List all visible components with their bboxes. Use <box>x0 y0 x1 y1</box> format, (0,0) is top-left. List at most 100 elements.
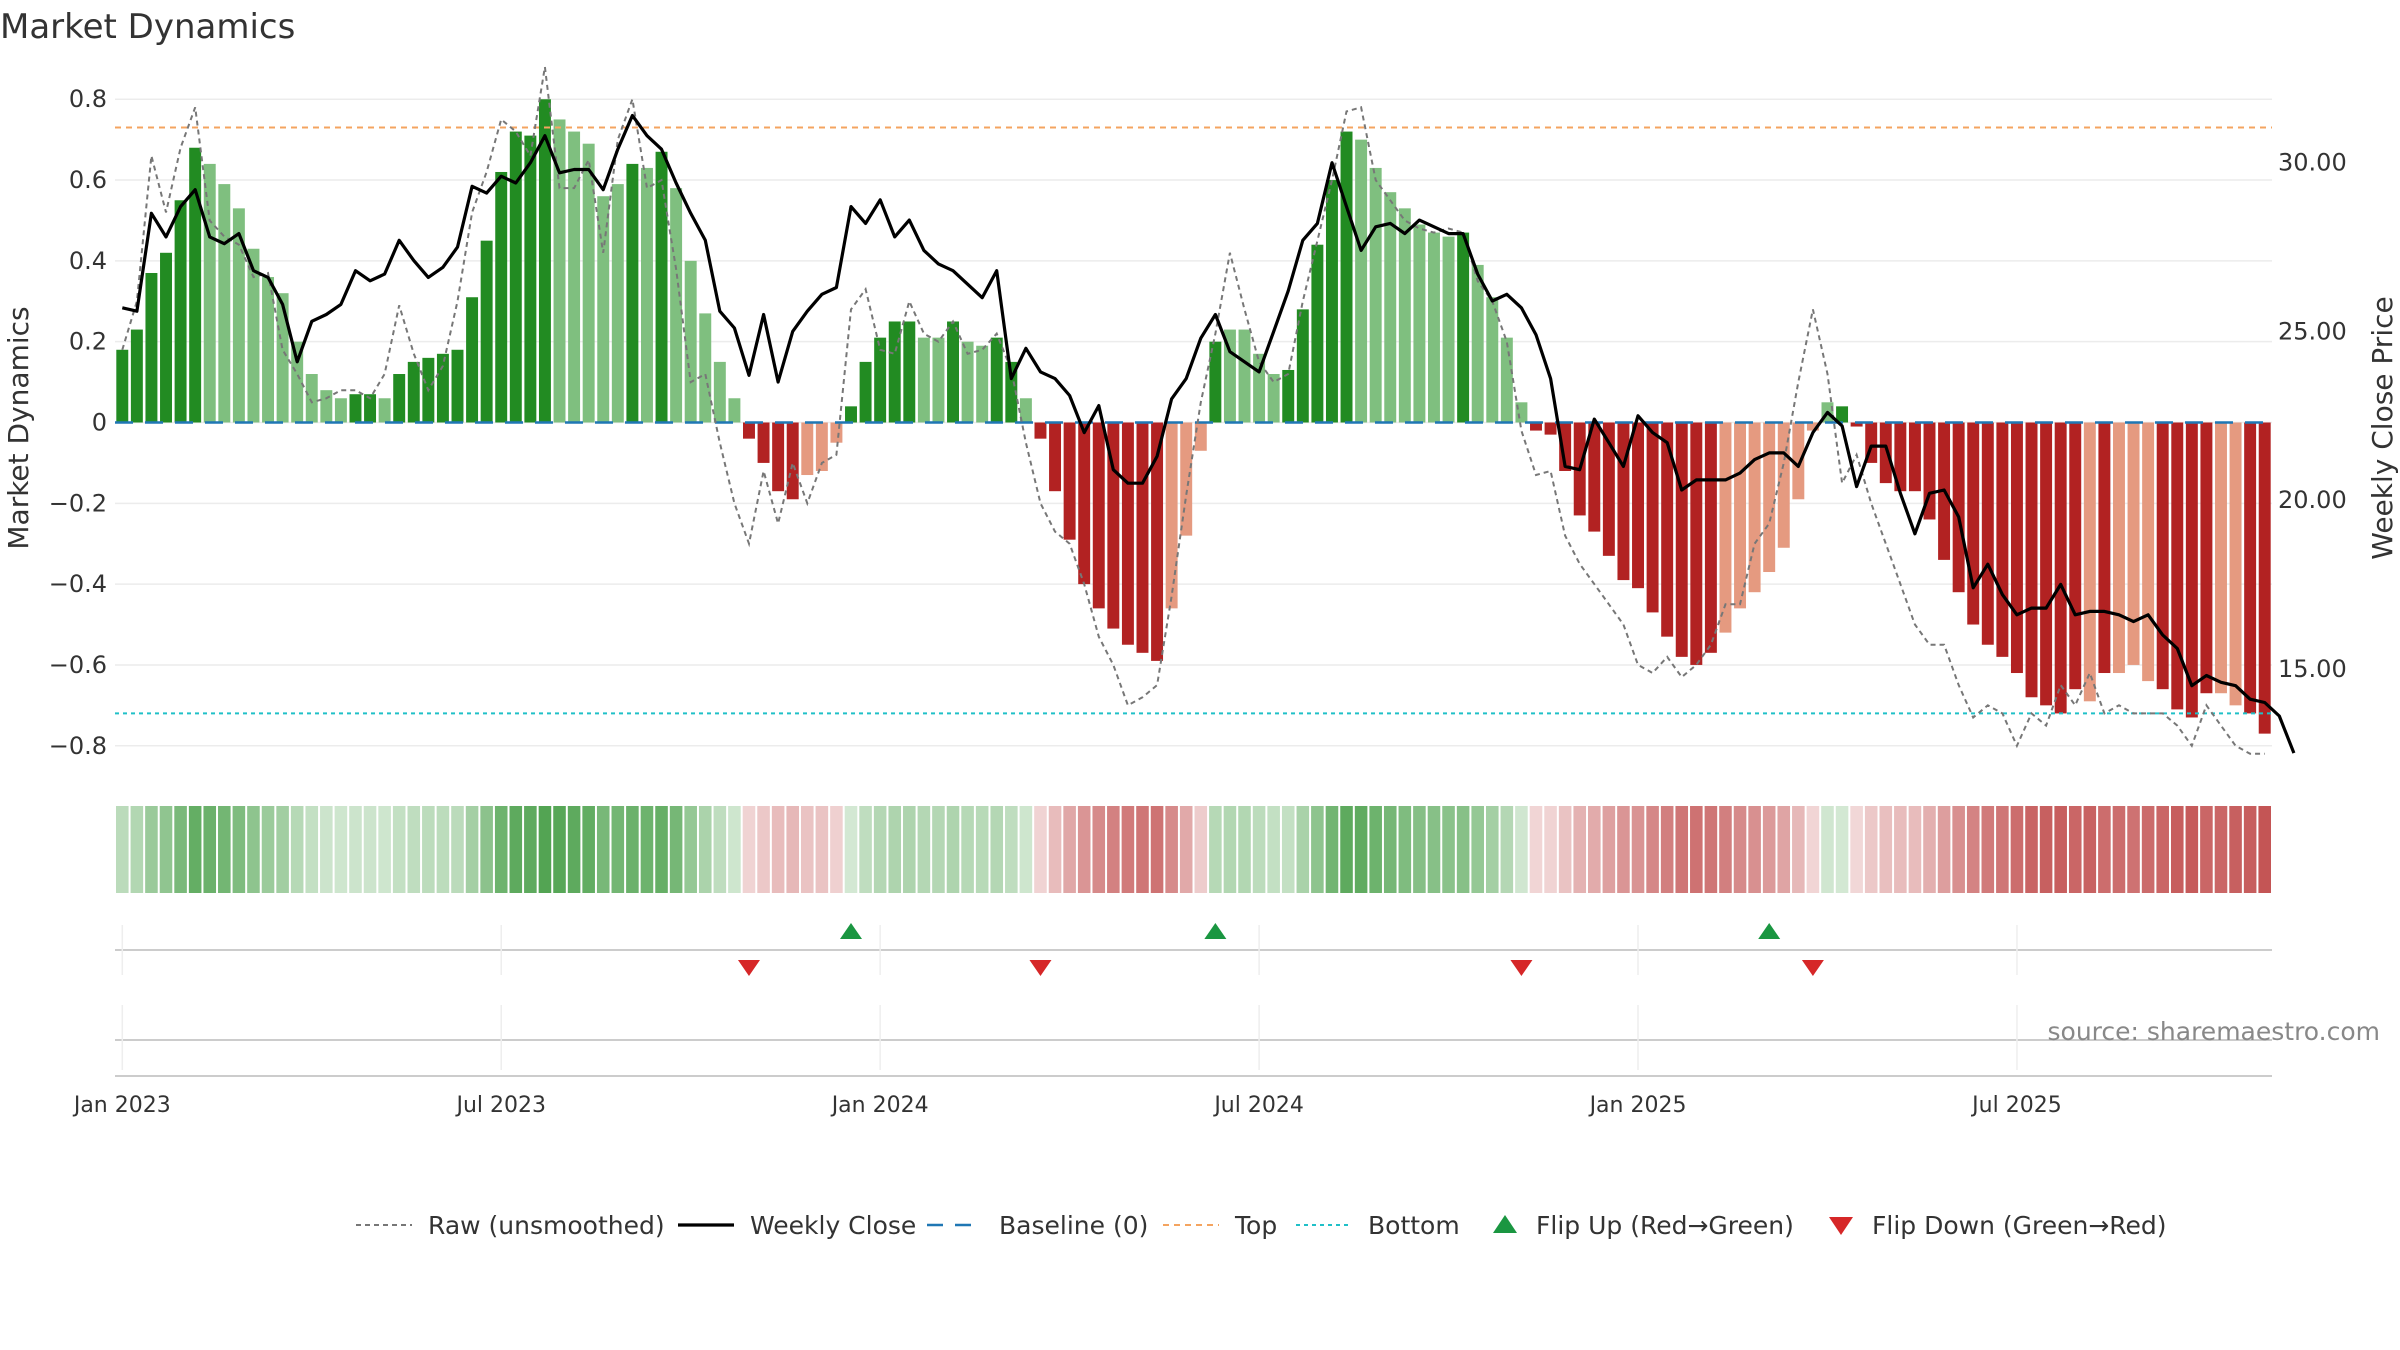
chart-title: Market Dynamics <box>0 7 295 47</box>
strip-cell <box>1427 806 1441 893</box>
momentum-bar <box>349 394 362 423</box>
strip-cell <box>1252 806 1266 893</box>
x-tick-label: Jul 2025 <box>1970 1093 2062 1118</box>
strip-cell <box>640 806 654 893</box>
momentum-bar <box>1719 422 1732 633</box>
left-tick-label: 0.8 <box>69 85 107 113</box>
momentum-bars <box>116 99 2271 734</box>
momentum-bar <box>1515 402 1528 423</box>
strip-cell <box>1748 806 1761 893</box>
left-tick-label: 0.2 <box>69 328 107 356</box>
strip-cell <box>990 806 1004 893</box>
strip-cell <box>1806 806 1820 893</box>
strip-cell <box>1296 806 1310 893</box>
momentum-bar <box>1894 422 1907 492</box>
right-tick-label: 30.00 <box>2278 149 2347 177</box>
strip-cell <box>1500 806 1514 893</box>
strip-cell <box>305 806 319 893</box>
strip-cell <box>2025 806 2038 893</box>
right-tick-label: 25.00 <box>2278 317 2347 345</box>
strip-cell <box>1850 806 1863 893</box>
momentum-bar <box>305 374 318 423</box>
legend-item: Bottom <box>1296 1211 1460 1240</box>
strip-cell <box>188 806 202 893</box>
strip-cell <box>1966 806 1980 893</box>
strip-cell <box>815 806 829 893</box>
strip-cell <box>1588 806 1601 893</box>
momentum-bar <box>1209 341 1222 423</box>
strip-cell <box>1733 806 1747 893</box>
momentum-bar <box>436 353 449 423</box>
strip-cell <box>713 806 727 893</box>
momentum-bar <box>1340 131 1353 423</box>
momentum-bar <box>1325 180 1338 423</box>
legend-label: Weekly Close <box>750 1211 916 1240</box>
momentum-bar <box>1471 264 1484 423</box>
left-axis-label: Market Dynamics <box>2 306 35 549</box>
strip-cell <box>742 806 756 893</box>
strip-cell <box>1369 806 1382 893</box>
x-tick-label: Jul 2024 <box>1212 1093 1304 1118</box>
strip-cell <box>1996 806 2009 893</box>
momentum-bar <box>1588 422 1601 532</box>
x-tick-label: Jan 2024 <box>830 1093 929 1118</box>
strip-cell <box>961 806 974 893</box>
momentum-bar <box>2083 422 2096 702</box>
strip-cell <box>1325 806 1339 893</box>
left-tick-label: −0.6 <box>49 651 107 679</box>
strip-cell <box>2156 806 2169 893</box>
strip-cell <box>611 806 625 893</box>
momentum-bar <box>1457 232 1470 423</box>
raw-unsmoothed-line <box>121 66 2265 755</box>
strip-cell <box>1646 806 1659 893</box>
strip-cell <box>422 806 435 893</box>
x-tick-label: Jul 2023 <box>454 1093 546 1118</box>
momentum-bar <box>1019 398 1032 423</box>
strip-cell <box>946 806 960 893</box>
strip-cell <box>203 806 217 893</box>
strip-cell <box>1762 806 1776 893</box>
strip-cell <box>903 806 916 893</box>
momentum-bar <box>1661 422 1674 637</box>
momentum-bar <box>2185 422 2198 718</box>
strip-cell <box>728 806 741 893</box>
momentum-bar <box>130 329 143 423</box>
momentum-bar <box>1369 167 1382 423</box>
left-tick-label: −0.8 <box>49 732 107 760</box>
flip-down-marker <box>1029 960 1052 976</box>
strip-cell <box>917 806 931 893</box>
strip-cell <box>2258 806 2271 893</box>
strip-cell <box>1631 806 1645 893</box>
momentum-bar <box>1194 422 1207 451</box>
momentum-bar <box>538 99 551 423</box>
strip-cell <box>1063 806 1076 893</box>
momentum-bar <box>1544 422 1557 435</box>
strip-cell <box>582 806 595 893</box>
strip-cell <box>334 806 348 893</box>
momentum-bar <box>1486 297 1499 423</box>
strip-cell <box>524 806 537 893</box>
strip-cell <box>1019 806 1033 893</box>
legend-flip-down-swatch <box>1829 1217 1853 1235</box>
flip-up-marker <box>840 923 863 939</box>
strip-cell <box>1107 806 1120 893</box>
strip-cell <box>1383 806 1397 893</box>
strip-cell <box>1209 806 1222 893</box>
strip-cell <box>145 806 158 893</box>
momentum-bar <box>961 341 974 423</box>
momentum-bar <box>553 119 566 423</box>
x-tick-label: Jan 2023 <box>72 1093 171 1118</box>
momentum-bar <box>2244 422 2257 714</box>
legend-label: Raw (unsmoothed) <box>428 1211 665 1240</box>
strip-cell <box>1005 806 1018 893</box>
momentum-bar <box>655 151 668 423</box>
flip-up-marker <box>1758 923 1781 939</box>
flip-markers-panel <box>115 923 2272 1077</box>
strip-cell <box>830 806 843 893</box>
strip-cell <box>116 806 129 893</box>
strip-cell <box>844 806 858 893</box>
momentum-bar <box>684 260 697 423</box>
legend: Raw (unsmoothed) Weekly Close Baseline (0)… <box>356 1211 2167 1240</box>
momentum-bar <box>189 147 202 423</box>
